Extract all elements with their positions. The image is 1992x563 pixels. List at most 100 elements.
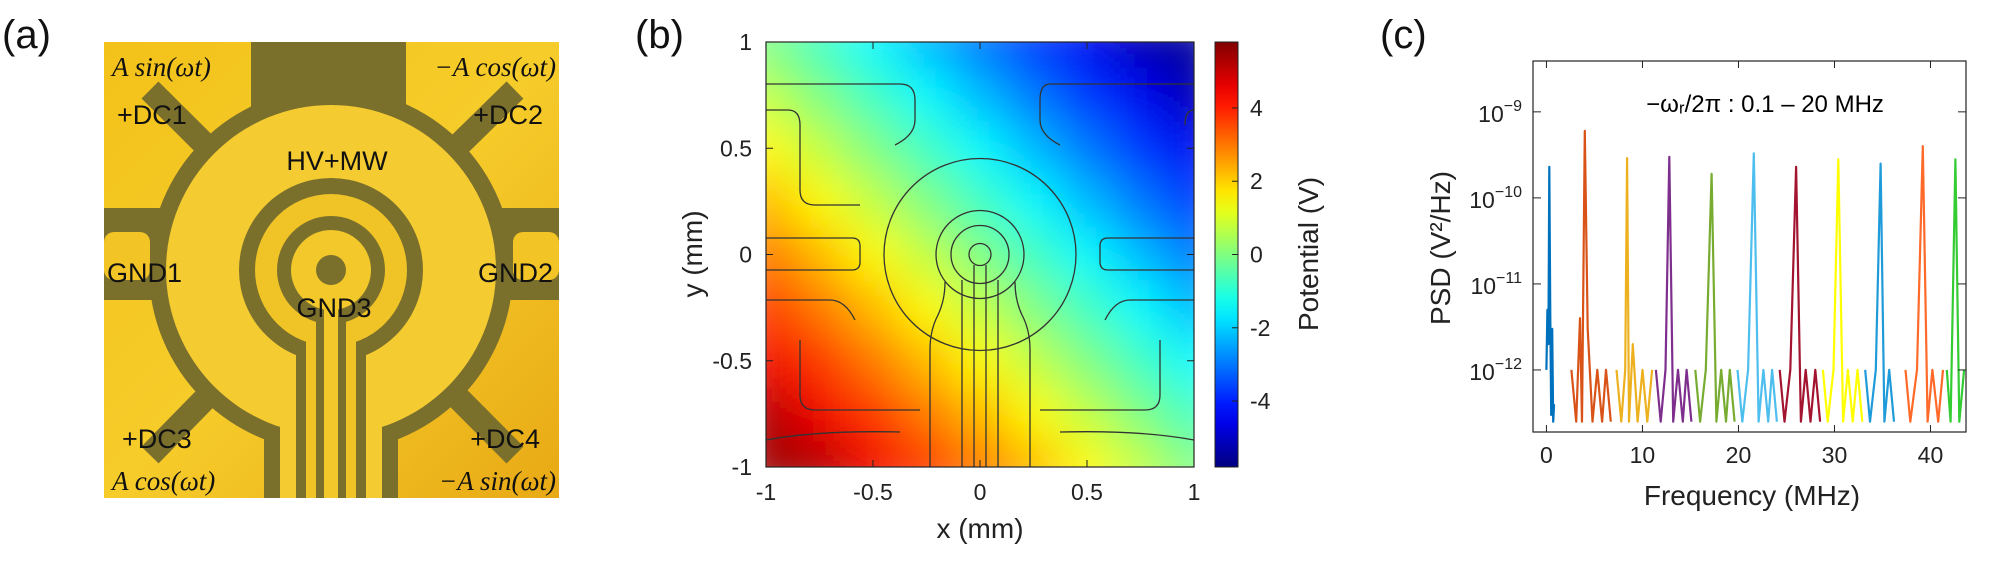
colorbar-tick-label: 0 — [1250, 242, 1263, 268]
y-tick-label: 0 — [739, 242, 752, 268]
y-tick-label: 10−11 — [1470, 270, 1522, 299]
psd-trace — [1821, 158, 1864, 423]
heat-cell — [1113, 174, 1169, 229]
colorbar-tick-label: -4 — [1250, 388, 1271, 414]
heat-cell — [1113, 68, 1169, 123]
psd-trace — [1945, 158, 1966, 423]
heat-cell — [792, 42, 848, 70]
colorbar-tick-label: 2 — [1250, 168, 1263, 194]
photo-label: HV+MW — [286, 146, 388, 176]
heat-cell — [766, 68, 794, 123]
y-tick-label: 1 — [739, 29, 752, 55]
heat-cell — [1060, 281, 1115, 336]
heat-cell — [846, 227, 901, 283]
photo-label: +DC1 — [117, 100, 187, 130]
heat-cell — [1113, 440, 1169, 467]
heat-cell — [899, 440, 955, 467]
y-tick-label: -0.5 — [712, 348, 752, 374]
x-tick-label: 0 — [1540, 442, 1553, 468]
heat-cell — [1060, 121, 1115, 176]
photo-label: GND3 — [296, 293, 371, 323]
electrode-outline — [766, 83, 1194, 467]
panel-label: (b) — [635, 13, 684, 57]
heat-cell — [1060, 68, 1115, 123]
heat-cell — [899, 387, 955, 442]
y-tick-base: 10 — [1469, 359, 1495, 385]
heat-cell — [899, 174, 955, 229]
heat-cell — [899, 334, 955, 389]
x-tick-label: -0.5 — [853, 479, 893, 505]
y-tick-base: 10 — [1478, 101, 1504, 127]
y-tick-label: 0.5 — [720, 135, 752, 161]
heat-cell — [1006, 121, 1062, 176]
heat-cell — [953, 121, 1008, 176]
psd-plot — [1545, 129, 1966, 423]
heatmap-area — [766, 42, 1194, 467]
y-tick-exponent: −11 — [1496, 270, 1522, 287]
heat-cell — [846, 68, 901, 123]
y-tick-label: 10−9 — [1478, 98, 1522, 127]
heat-cell — [792, 334, 848, 389]
heat-cell — [1167, 387, 1194, 442]
heat-cell — [1006, 387, 1062, 442]
x-tick-label: 30 — [1822, 442, 1848, 468]
y-tick-base: 10 — [1469, 187, 1495, 213]
panel-label: (a) — [2, 13, 51, 57]
heat-cell — [846, 121, 901, 176]
heat-cell — [766, 281, 794, 336]
panel-label: (c) — [1380, 13, 1427, 57]
y-tick-label: -1 — [732, 454, 752, 480]
heat-cell — [1167, 42, 1194, 70]
psd-trace — [1654, 155, 1693, 423]
heatmap — [766, 42, 1194, 467]
annotation: −ωᵣ/2π : 0.1 – 20 MHz — [1646, 91, 1884, 118]
colorbar-tick-label: 4 — [1250, 95, 1263, 121]
heat-cell — [1006, 440, 1062, 467]
x-tick-label: 0 — [974, 479, 987, 505]
heat-cell — [953, 174, 1008, 229]
x-tick-label: 20 — [1726, 442, 1752, 468]
heat-cell — [1006, 174, 1062, 229]
heat-cell — [792, 227, 848, 283]
heat-cell — [1167, 281, 1194, 336]
heat-cell — [953, 68, 1008, 123]
psd-trace — [1778, 165, 1822, 423]
heat-cell — [899, 121, 955, 176]
heat-cell — [1060, 387, 1115, 442]
y-tick-label: 10−12 — [1469, 356, 1522, 385]
heat-cell — [1113, 121, 1169, 176]
x-tick-label: 10 — [1630, 442, 1656, 468]
heat-cell — [846, 334, 901, 389]
heat-cell — [792, 121, 848, 176]
heat-cell — [766, 387, 794, 442]
y-tick-label: 10−10 — [1469, 184, 1522, 213]
psd-trace — [1864, 162, 1896, 423]
y-tick-exponent: −12 — [1495, 356, 1522, 373]
colorbar-tick-label: -2 — [1250, 315, 1270, 341]
heat-cell — [1113, 281, 1169, 336]
psd-trace — [1736, 152, 1778, 423]
heat-cell — [766, 174, 794, 229]
heat-cell — [846, 281, 901, 336]
x-tick-label: 40 — [1918, 442, 1944, 468]
x-axis-label: Frequency (MHz) — [1644, 480, 1860, 511]
y-axis-label: PSD (V²/Hz) — [1425, 171, 1456, 325]
photo-label: −A cos(ωt) — [434, 52, 556, 82]
colorbar-label: Potential (V) — [1293, 177, 1324, 331]
x-axis-label: x (mm) — [936, 513, 1023, 544]
y-tick-exponent: −9 — [1504, 98, 1522, 115]
y-axis-label: y (mm) — [677, 210, 708, 297]
heat-cell — [792, 68, 848, 123]
heat-cell — [792, 440, 848, 467]
psd-trace — [1615, 157, 1654, 423]
psd-trace — [1694, 172, 1736, 423]
photo-label: −A sin(ωt) — [439, 466, 556, 496]
psd-trace — [1545, 165, 1556, 423]
x-tick-label: -1 — [756, 479, 776, 505]
heat-cell — [792, 281, 848, 336]
photo-label: GND1 — [107, 258, 182, 288]
heat-cell — [899, 68, 955, 123]
heat-cell — [899, 281, 955, 336]
photo-label: +DC2 — [473, 100, 543, 130]
